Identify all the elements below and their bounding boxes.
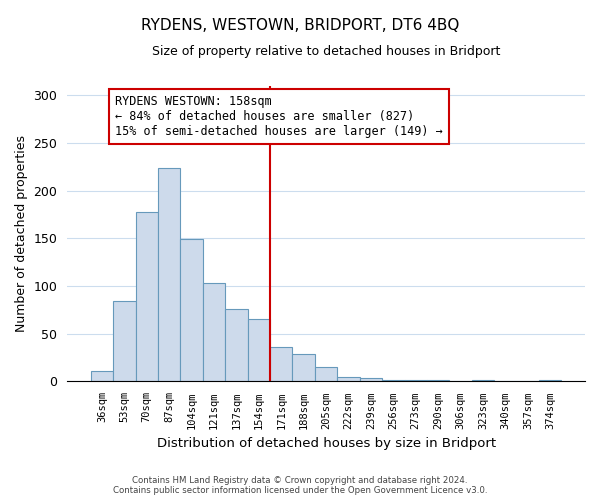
Text: RYDENS WESTOWN: 158sqm
← 84% of detached houses are smaller (827)
15% of semi-de: RYDENS WESTOWN: 158sqm ← 84% of detached… xyxy=(115,95,443,138)
Title: Size of property relative to detached houses in Bridport: Size of property relative to detached ho… xyxy=(152,45,500,58)
Bar xyxy=(337,376,360,382)
X-axis label: Distribution of detached houses by size in Bridport: Distribution of detached houses by size … xyxy=(157,437,496,450)
Bar xyxy=(404,380,427,382)
Bar xyxy=(225,309,248,382)
Y-axis label: Number of detached properties: Number of detached properties xyxy=(15,135,28,332)
Bar xyxy=(248,320,270,382)
Bar xyxy=(91,371,113,382)
Text: RYDENS, WESTOWN, BRIDPORT, DT6 4BQ: RYDENS, WESTOWN, BRIDPORT, DT6 4BQ xyxy=(141,18,459,32)
Bar xyxy=(158,168,181,382)
Bar xyxy=(472,380,494,382)
Bar xyxy=(382,380,404,382)
Bar xyxy=(136,212,158,382)
Bar xyxy=(270,347,292,382)
Bar xyxy=(360,378,382,382)
Bar xyxy=(203,283,225,382)
Bar xyxy=(315,367,337,382)
Bar xyxy=(113,302,136,382)
Bar xyxy=(427,380,449,382)
Bar xyxy=(292,354,315,382)
Bar xyxy=(181,239,203,382)
Bar xyxy=(539,380,562,382)
Text: Contains HM Land Registry data © Crown copyright and database right 2024.
Contai: Contains HM Land Registry data © Crown c… xyxy=(113,476,487,495)
